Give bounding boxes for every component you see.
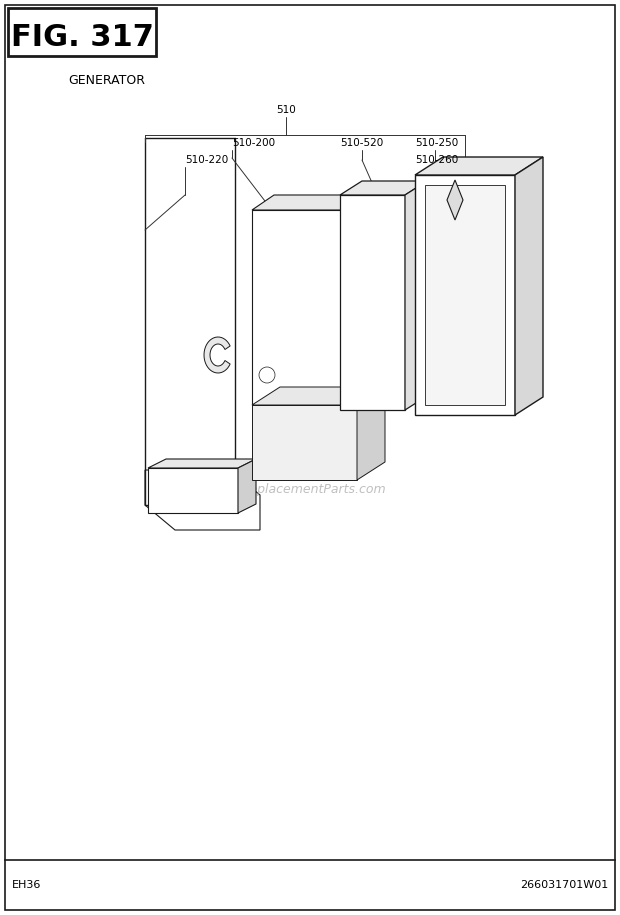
Text: 510-250: 510-250 bbox=[415, 138, 458, 148]
Text: 510: 510 bbox=[276, 105, 296, 115]
Text: 510-520: 510-520 bbox=[340, 138, 383, 148]
Text: 266031701W01: 266031701W01 bbox=[520, 880, 608, 890]
Polygon shape bbox=[347, 195, 369, 405]
Polygon shape bbox=[148, 459, 256, 468]
Polygon shape bbox=[252, 405, 357, 480]
Text: GENERATOR: GENERATOR bbox=[68, 73, 145, 87]
Text: FIG. 317: FIG. 317 bbox=[11, 24, 153, 52]
Text: 510-200: 510-200 bbox=[232, 138, 275, 148]
Text: eReplacementParts.com: eReplacementParts.com bbox=[234, 483, 386, 497]
Polygon shape bbox=[415, 175, 515, 415]
Text: 510-220: 510-220 bbox=[185, 155, 228, 165]
Polygon shape bbox=[204, 337, 230, 373]
Bar bbox=[8, 8, 156, 56]
Polygon shape bbox=[340, 195, 405, 410]
Polygon shape bbox=[252, 195, 369, 210]
Polygon shape bbox=[415, 157, 543, 175]
Text: 510-260: 510-260 bbox=[415, 155, 458, 165]
Polygon shape bbox=[252, 210, 347, 405]
Polygon shape bbox=[515, 157, 543, 415]
Polygon shape bbox=[238, 459, 256, 513]
Polygon shape bbox=[252, 387, 385, 405]
Polygon shape bbox=[145, 470, 260, 530]
Polygon shape bbox=[405, 181, 427, 410]
Polygon shape bbox=[357, 387, 385, 480]
Polygon shape bbox=[148, 468, 238, 513]
Polygon shape bbox=[340, 181, 427, 195]
Polygon shape bbox=[447, 180, 463, 220]
Bar bbox=[425, 185, 505, 405]
Text: EH36: EH36 bbox=[12, 880, 42, 890]
